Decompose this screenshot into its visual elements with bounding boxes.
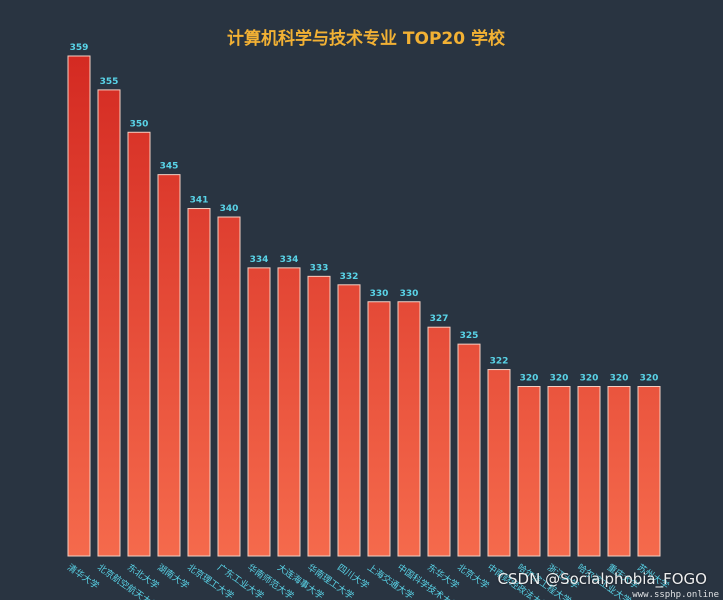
value-label: 359 xyxy=(70,43,89,53)
value-label: 327 xyxy=(430,314,449,324)
bar xyxy=(127,131,151,557)
bar xyxy=(67,55,91,557)
value-label: 330 xyxy=(370,289,389,299)
x-tick-label: 北京大学 xyxy=(455,561,491,591)
value-label: 345 xyxy=(160,162,179,172)
x-tick-label: 清华大学 xyxy=(65,561,101,591)
bar xyxy=(217,216,241,557)
chart-title: 计算机科学与技术专业 TOP20 学校 xyxy=(227,28,506,49)
bar xyxy=(397,301,421,557)
value-label: 350 xyxy=(130,119,149,129)
bar xyxy=(577,386,601,557)
value-label: 320 xyxy=(610,374,629,384)
x-tick-label: 北京理工大学 xyxy=(185,561,236,600)
value-label: 334 xyxy=(250,255,269,265)
bar xyxy=(187,208,211,557)
value-label: 355 xyxy=(100,77,119,87)
bar xyxy=(547,386,571,557)
x-tick-label: 湖南大学 xyxy=(155,561,191,591)
bar xyxy=(157,174,181,557)
bar xyxy=(337,284,361,557)
value-label: 320 xyxy=(640,374,659,384)
value-labels-group: 359 355 350 345 341 340 334 334 333 332 330 330 327 3… xyxy=(70,43,659,384)
bar xyxy=(607,386,631,557)
bars-group xyxy=(67,55,661,557)
bar xyxy=(277,267,301,557)
value-label: 340 xyxy=(220,204,239,214)
value-label: 322 xyxy=(490,357,509,367)
watermark-subtext: www.ssphp.online xyxy=(632,590,719,600)
value-label: 332 xyxy=(340,272,359,282)
watermark-text: CSDN @Socialphobia_FOGO xyxy=(497,570,707,588)
bar xyxy=(637,386,661,557)
bar xyxy=(367,301,391,557)
value-label: 320 xyxy=(580,374,599,384)
bar xyxy=(97,89,121,557)
value-label: 325 xyxy=(460,331,479,341)
value-label: 320 xyxy=(520,374,539,384)
bar xyxy=(487,369,511,557)
value-label: 320 xyxy=(550,374,569,384)
x-tick-label: 上海交通大学 xyxy=(365,561,416,600)
bar xyxy=(517,386,541,557)
bar xyxy=(247,267,271,557)
bar xyxy=(457,343,481,557)
value-label: 330 xyxy=(400,289,419,299)
value-label: 333 xyxy=(310,263,329,273)
value-label: 334 xyxy=(280,255,299,265)
bar xyxy=(307,275,331,557)
bar xyxy=(427,326,451,557)
value-label: 341 xyxy=(190,196,209,206)
